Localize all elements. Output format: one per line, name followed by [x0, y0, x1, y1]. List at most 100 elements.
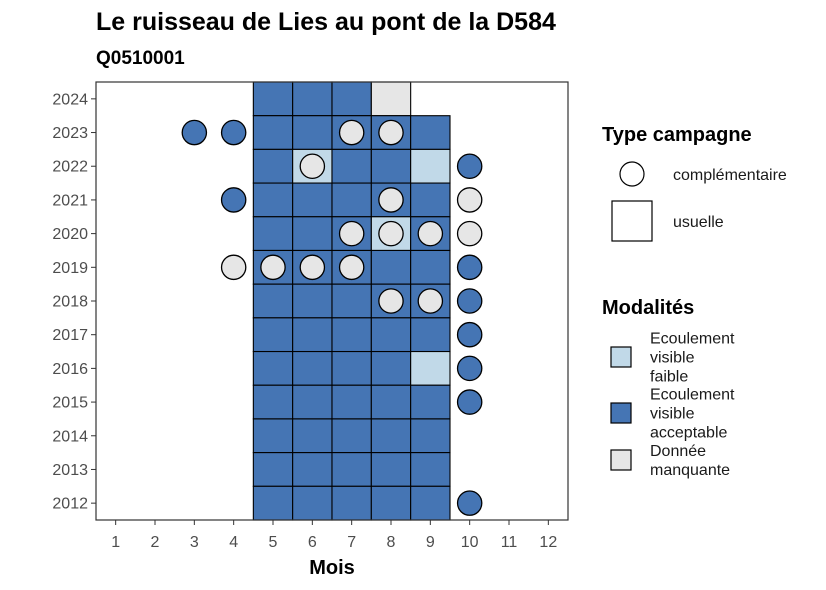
tile-2014-6	[292, 418, 333, 454]
x-tick-label: 1	[111, 534, 120, 551]
tile-2015-5	[252, 384, 294, 420]
legend-key-manquante	[610, 449, 632, 471]
y-tick-label: 2012	[52, 496, 88, 513]
point-2023-3	[181, 119, 208, 146]
point-2018-9	[417, 288, 444, 314]
x-tick-label: 10	[461, 534, 479, 551]
legend-circle-symbol	[619, 161, 645, 187]
tile-2022-7	[331, 148, 372, 184]
tile-2012-7	[331, 485, 372, 521]
tile-layer	[252, 81, 451, 521]
y-tick-label: 2021	[52, 192, 88, 209]
tile-2012-5	[252, 485, 294, 521]
x-tick-label: 7	[347, 534, 356, 551]
tile-2024-6	[292, 81, 333, 117]
chart-subtitle: Q0510001	[96, 48, 185, 69]
tile-2014-9	[410, 418, 451, 454]
legend-key-faible	[610, 346, 632, 368]
tile-2015-8	[370, 384, 412, 420]
point-2020-7	[338, 220, 365, 247]
tile-2023-5	[252, 115, 294, 150]
point-2015-10	[456, 389, 483, 415]
legend-type-title: Type campagne	[602, 124, 752, 146]
tile-2017-9	[410, 317, 451, 353]
chart-title: Le ruisseau de Lies au pont de la D584	[96, 8, 556, 36]
y-tick-label: 2023	[52, 125, 88, 142]
point-2023-8	[378, 119, 404, 146]
tile-2018-5	[252, 283, 294, 319]
tile-2015-7	[331, 384, 372, 420]
tile-2012-6	[292, 485, 333, 521]
y-tick-label: 2020	[52, 226, 88, 243]
legend-square-symbol	[611, 200, 653, 242]
tile-2016-7	[331, 350, 372, 386]
x-tick-label: 9	[426, 534, 435, 551]
x-tick-label: 11	[501, 534, 518, 551]
tile-2013-6	[292, 452, 333, 487]
tile-2024-5	[252, 81, 294, 117]
tile-2013-5	[252, 452, 294, 487]
x-tick-label: 3	[190, 534, 199, 551]
tile-2021-5	[252, 182, 294, 218]
y-tick-label: 2013	[52, 462, 88, 479]
tile-2012-9	[410, 485, 451, 521]
tile-2020-5	[252, 216, 294, 252]
tile-2024-8	[370, 81, 412, 117]
tile-2017-7	[331, 317, 372, 353]
legend-label-faible: Ecoulement	[650, 331, 735, 348]
tile-2012-8	[370, 485, 412, 521]
tile-2021-6	[292, 182, 333, 218]
tile-2023-6	[292, 115, 333, 150]
y-tick-label: 2017	[52, 327, 88, 344]
y-axis: 2024 2023 2022 2021 2020 2019 2018 2017 2016 2015…	[52, 91, 96, 513]
legend-modalites-title: Modalités	[602, 297, 694, 319]
tile-2021-9	[410, 182, 451, 218]
point-2023-7	[338, 119, 365, 146]
y-tick-label: 2022	[52, 159, 88, 176]
tile-2014-7	[331, 418, 372, 454]
point-2019-6	[299, 254, 326, 281]
tile-2019-9	[410, 249, 451, 285]
tile-2022-8	[370, 148, 412, 184]
tile-2018-7	[331, 283, 372, 319]
point-2019-10	[456, 254, 483, 281]
legend-label-manquante: manquante	[650, 462, 730, 479]
point-2019-4	[220, 254, 247, 281]
legend-label-faible: faible	[650, 369, 688, 386]
legend-type-item-complementaire: complémentaire	[673, 167, 787, 184]
x-axis: 1 2 3 4 5 6 7 8 9 10 11 12	[111, 520, 557, 551]
tile-2024-7	[331, 81, 372, 117]
x-tick-label: 2	[151, 534, 160, 551]
y-tick-label: 2018	[52, 294, 88, 311]
point-2020-9	[417, 220, 444, 247]
legend-label-acceptable: Ecoulement	[650, 387, 735, 404]
x-tick-label: 12	[539, 534, 557, 551]
tile-2013-7	[331, 452, 372, 487]
point-2018-10	[456, 288, 483, 314]
point-2023-4	[220, 119, 247, 146]
point-2020-10	[456, 220, 483, 247]
point-2021-8	[378, 187, 404, 213]
point-2022-6	[299, 153, 326, 180]
y-tick-label: 2014	[52, 428, 88, 445]
y-tick-label: 2024	[52, 91, 88, 108]
tile-2016-8	[370, 350, 412, 386]
tile-2014-8	[370, 418, 412, 454]
point-2020-8	[378, 220, 404, 247]
point-2022-10	[456, 153, 483, 180]
tile-2017-5	[252, 317, 294, 353]
x-tick-label: 6	[308, 534, 317, 551]
legend-label-acceptable: visible	[650, 406, 695, 423]
point-2021-4	[220, 187, 247, 213]
tile-2016-5	[252, 350, 294, 386]
legend-label-acceptable: acceptable	[650, 425, 727, 442]
tile-2023-9	[410, 115, 451, 150]
x-tick-label: 5	[269, 534, 278, 551]
legend-type-item-usuelle: usuelle	[673, 214, 724, 231]
tile-2018-6	[292, 283, 333, 319]
tile-2022-9	[410, 148, 451, 184]
y-tick-label: 2016	[52, 361, 88, 378]
x-tick-label: 4	[229, 534, 238, 551]
point-2021-10	[456, 187, 483, 213]
legend-label-manquante: Donnée	[650, 443, 706, 460]
